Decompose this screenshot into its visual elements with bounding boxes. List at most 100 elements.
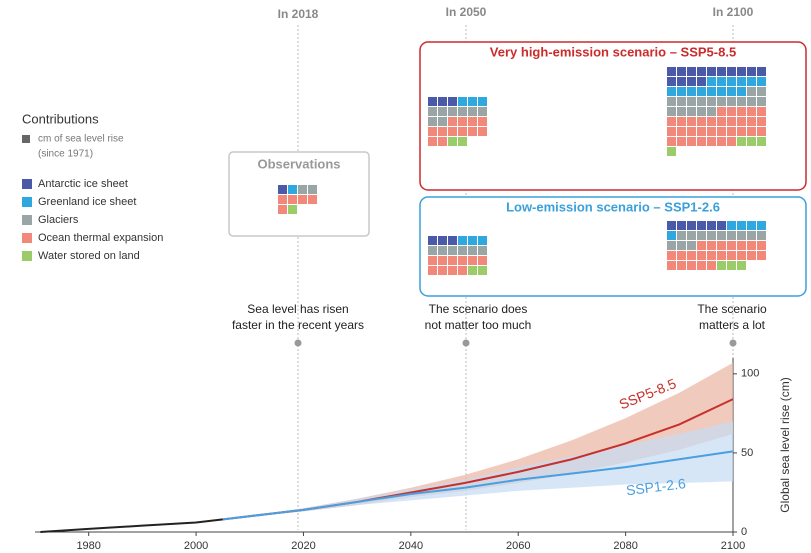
waffle-square bbox=[697, 67, 706, 76]
waffle-square bbox=[298, 185, 307, 194]
waffle-square bbox=[717, 261, 726, 270]
waffle-square bbox=[478, 127, 487, 136]
waffle-square bbox=[478, 107, 487, 116]
chart: 1980 2000 2020 2040 2060 2080 2100 0 50 100 Global… bbox=[35, 358, 792, 552]
waffle-square bbox=[288, 195, 297, 204]
waffle-square bbox=[737, 241, 746, 250]
waffle-square bbox=[707, 231, 716, 240]
legend-title: Contributions bbox=[22, 111, 99, 126]
waffle-square bbox=[757, 251, 766, 260]
waffle-square bbox=[697, 137, 706, 146]
waffle-square bbox=[468, 236, 477, 245]
annotation: faster in the recent years bbox=[232, 318, 364, 332]
waffle-square bbox=[667, 251, 676, 260]
waffle-square bbox=[458, 137, 467, 146]
waffle-square bbox=[687, 241, 696, 250]
waffle-square bbox=[727, 87, 736, 96]
waffle-square bbox=[727, 117, 736, 126]
waffle-square bbox=[687, 77, 696, 86]
waffle-square bbox=[757, 97, 766, 106]
waffle-square bbox=[448, 127, 457, 136]
waffle-square bbox=[428, 236, 437, 245]
y-tick-label: 50 bbox=[741, 447, 753, 459]
waffle-square bbox=[438, 236, 447, 245]
waffle-square bbox=[438, 266, 447, 275]
waffle-square bbox=[278, 195, 287, 204]
x-tick-label: 2080 bbox=[613, 540, 637, 552]
waffle-square bbox=[707, 67, 716, 76]
legend-label: Water stored on land bbox=[38, 250, 140, 262]
waffle-square bbox=[288, 185, 297, 194]
waffle-square bbox=[707, 261, 716, 270]
waffle-square bbox=[747, 87, 756, 96]
waffle-square bbox=[747, 77, 756, 86]
scenario-title: Very high-emission scenario – SSP5-8.5 bbox=[490, 44, 736, 59]
series-label: SSP1-2.6 bbox=[625, 475, 687, 498]
waffle-square bbox=[428, 256, 437, 265]
waffle-square bbox=[667, 221, 676, 230]
waffle-square bbox=[468, 117, 477, 126]
annotation: The scenario bbox=[697, 302, 767, 316]
legend-label: Antarctic ice sheet bbox=[38, 178, 128, 190]
waffle-square bbox=[438, 97, 447, 106]
legend-unit-swatch bbox=[22, 135, 30, 143]
waffle-square bbox=[468, 266, 477, 275]
waffle-square bbox=[747, 117, 756, 126]
series-line bbox=[40, 518, 224, 533]
waffle-square bbox=[458, 127, 467, 136]
waffle-square bbox=[448, 107, 457, 116]
x-tick-label: 2020 bbox=[291, 540, 315, 552]
waffle-square bbox=[697, 77, 706, 86]
waffle-square bbox=[707, 97, 716, 106]
waffle-square bbox=[727, 241, 736, 250]
waffle-square bbox=[717, 137, 726, 146]
waffle-square bbox=[717, 251, 726, 260]
waffle-square bbox=[737, 221, 746, 230]
waffle-square bbox=[737, 97, 746, 106]
waffle-square bbox=[717, 97, 726, 106]
waffle-square bbox=[667, 231, 676, 240]
waffle-square bbox=[478, 117, 487, 126]
waffle-square bbox=[677, 97, 686, 106]
waffle-square bbox=[438, 127, 447, 136]
waffle-square bbox=[448, 97, 457, 106]
waffle-square bbox=[747, 107, 756, 116]
waffle-square bbox=[737, 251, 746, 260]
waffle-square bbox=[697, 117, 706, 126]
waffle-square bbox=[428, 246, 437, 255]
waffle-square bbox=[677, 251, 686, 260]
legend-swatch bbox=[22, 251, 32, 261]
waffle-square bbox=[717, 221, 726, 230]
annotation-dot bbox=[294, 339, 302, 347]
waffle-square bbox=[727, 97, 736, 106]
waffle-square bbox=[438, 117, 447, 126]
waffle-square bbox=[727, 127, 736, 136]
waffle-square bbox=[428, 137, 437, 146]
waffle-square bbox=[747, 137, 756, 146]
uncertainty-band bbox=[222, 421, 733, 520]
waffle-square bbox=[697, 97, 706, 106]
legend-swatch bbox=[22, 233, 32, 243]
y-axis-label: Global sea level rise (cm) bbox=[778, 377, 792, 512]
waffle-square bbox=[667, 97, 676, 106]
legend-note: cm of sea level rise bbox=[38, 134, 124, 145]
waffle-square bbox=[757, 77, 766, 86]
annotation-dot bbox=[462, 339, 470, 347]
waffle-square bbox=[677, 87, 686, 96]
x-tick-label: 2040 bbox=[399, 540, 423, 552]
waffle-square bbox=[448, 256, 457, 265]
waffle-square bbox=[727, 77, 736, 86]
waffle-square bbox=[687, 261, 696, 270]
y-tick-label: 0 bbox=[741, 526, 747, 538]
legend-swatch bbox=[22, 215, 32, 225]
y-tick-label: 100 bbox=[741, 368, 759, 380]
waffle-square bbox=[697, 251, 706, 260]
waffle-square bbox=[757, 127, 766, 136]
scenario-title: Low-emission scenario – SSP1-2.6 bbox=[506, 199, 720, 214]
waffle-square bbox=[757, 231, 766, 240]
waffle-square bbox=[468, 246, 477, 255]
waffle-square bbox=[737, 231, 746, 240]
waffle-square bbox=[438, 256, 447, 265]
waffle-square bbox=[697, 107, 706, 116]
